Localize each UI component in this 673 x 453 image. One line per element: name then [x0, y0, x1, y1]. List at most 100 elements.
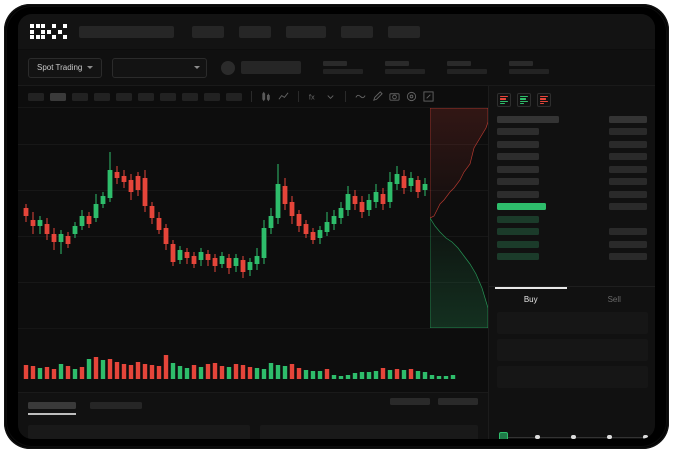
order-book-row-price — [497, 228, 539, 236]
order-book-rows[interactable] — [489, 111, 655, 263]
wave-icon[interactable] — [355, 91, 366, 102]
orders-panel-left[interactable] — [28, 425, 250, 439]
order-book-row-price — [497, 153, 539, 161]
order-form — [489, 312, 655, 439]
order-field-amount[interactable] — [497, 339, 648, 361]
order-book-row[interactable] — [497, 188, 647, 201]
slider-marker-100[interactable] — [643, 434, 648, 439]
timeframe-button-2[interactable] — [50, 92, 66, 101]
tab-sell[interactable]: Sell — [573, 287, 656, 312]
app-screen: OKX Spot Trading — [18, 14, 655, 439]
toolbar-divider — [345, 91, 346, 102]
nav-item-4[interactable] — [341, 25, 373, 38]
slider-marker-25[interactable] — [535, 434, 540, 439]
candlestick-icon[interactable] — [261, 91, 272, 102]
order-book-row-amount — [609, 240, 647, 248]
timeframe-button-3[interactable] — [72, 92, 88, 101]
timeframe-button-7[interactable] — [160, 92, 176, 101]
search-input[interactable] — [79, 25, 174, 38]
order-book-row-price — [497, 215, 539, 223]
market-stat-1 — [323, 61, 364, 74]
orders-action-1[interactable] — [390, 398, 430, 405]
orders-tab-2[interactable] — [90, 402, 142, 409]
order-book-view-toggles — [489, 86, 655, 111]
timeframe-button-10[interactable] — [226, 92, 242, 101]
indicators-icon[interactable]: fx — [308, 91, 319, 102]
orderbook-bids-icon[interactable] — [517, 93, 531, 107]
camera-icon[interactable] — [389, 91, 400, 102]
order-book-row-price — [497, 240, 539, 248]
order-book-panel: Buy Sell — [488, 86, 655, 439]
market-stat-1-value — [323, 69, 364, 74]
slider-marker-75[interactable] — [607, 434, 612, 439]
okx-logo[interactable]: OKX — [30, 24, 67, 39]
timeframe-button-1[interactable] — [28, 92, 44, 101]
order-book-row-price — [497, 178, 539, 186]
order-book-row-amount — [609, 115, 647, 123]
amount-slider[interactable] — [499, 432, 649, 439]
timeframe-button-8[interactable] — [182, 92, 198, 101]
coin-avatar — [221, 60, 236, 75]
line-chart-icon[interactable] — [278, 91, 289, 102]
market-stat-4-value — [509, 69, 550, 74]
tab-buy[interactable]: Buy — [489, 287, 573, 312]
price-chart[interactable] — [18, 108, 488, 328]
toolbar-divider — [251, 91, 252, 102]
trading-pair-select[interactable] — [112, 57, 208, 78]
nav-item-2[interactable] — [239, 25, 271, 38]
candlestick-series — [23, 152, 428, 278]
order-book-row-price — [497, 253, 539, 261]
order-book-row-price — [497, 115, 559, 123]
market-stat-3-value — [447, 69, 488, 74]
tab-buy-label: Buy — [523, 295, 538, 304]
orders-tab-1[interactable] — [28, 402, 76, 409]
chart-toolbar: fx — [18, 86, 488, 108]
market-stat-2-value — [385, 69, 426, 74]
tab-sell-label: Sell — [607, 295, 621, 304]
order-book-row-amount — [609, 153, 647, 161]
order-book-row-amount — [609, 253, 647, 261]
order-book-row[interactable] — [497, 213, 647, 226]
orderbook-both-icon[interactable] — [497, 93, 511, 107]
settings-icon[interactable] — [406, 91, 417, 102]
nav-item-5[interactable] — [388, 25, 420, 38]
nav-item-3[interactable] — [286, 25, 326, 38]
timeframe-button-5[interactable] — [116, 92, 132, 101]
volume-chart — [18, 328, 488, 392]
order-book-row[interactable] — [497, 226, 647, 239]
chevron-down-icon[interactable] — [325, 91, 336, 102]
device-bezel-ring — [6, 6, 667, 447]
order-field-total[interactable] — [497, 366, 648, 388]
market-stat-4 — [509, 61, 550, 74]
order-book-row[interactable] — [497, 238, 647, 251]
orders-tab-bar — [18, 393, 488, 415]
order-book-row[interactable] — [497, 251, 647, 264]
orderbook-asks-icon[interactable] — [537, 93, 551, 107]
slider-handle[interactable] — [499, 432, 508, 439]
order-book-row[interactable] — [497, 151, 647, 164]
gridline — [18, 190, 488, 191]
fullscreen-icon[interactable] — [423, 91, 434, 102]
pencil-icon[interactable] — [372, 91, 383, 102]
order-book-row[interactable] — [497, 138, 647, 151]
order-book-row[interactable] — [497, 126, 647, 139]
timeframe-button-9[interactable] — [204, 92, 220, 101]
orders-panel-right[interactable] — [260, 425, 478, 439]
order-field-price[interactable] — [497, 312, 648, 334]
order-book-row[interactable] — [497, 113, 647, 126]
chevron-down-icon — [194, 66, 201, 69]
order-book-row[interactable] — [497, 176, 647, 189]
nav-item-1[interactable] — [192, 25, 224, 38]
slider-marker-50[interactable] — [571, 434, 576, 439]
order-book-row-amount — [609, 140, 647, 148]
orders-bottom-panel — [18, 392, 488, 439]
slider-track — [503, 436, 649, 438]
order-book-row[interactable] — [497, 201, 647, 214]
spot-trading-dropdown[interactable]: Spot Trading — [28, 57, 103, 78]
timeframe-button-4[interactable] — [94, 92, 110, 101]
order-book-row[interactable] — [497, 163, 647, 176]
spot-trading-label: Spot Trading — [37, 63, 83, 72]
timeframe-button-6[interactable] — [138, 92, 154, 101]
orders-action-2[interactable] — [438, 398, 478, 405]
